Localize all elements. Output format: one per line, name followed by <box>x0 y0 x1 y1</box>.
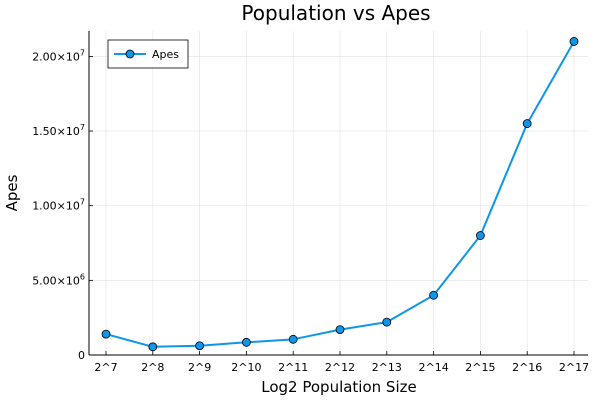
x-tick-label: 2^10 <box>231 361 261 374</box>
data-point <box>429 290 439 300</box>
x-tick-label: 2^14 <box>418 361 448 374</box>
x-tick-label: 2^13 <box>372 361 402 374</box>
data-point <box>241 337 251 347</box>
x-tick-label: 2^17 <box>559 361 589 374</box>
x-tick-label: 2^8 <box>141 361 164 374</box>
data-point <box>569 37 579 46</box>
x-tick-label: 2^11 <box>278 361 308 374</box>
data-point <box>522 119 532 128</box>
y-tick-label: 1.00×107 <box>32 198 85 213</box>
legend: Apes <box>107 39 189 69</box>
data-point <box>195 341 205 351</box>
x-tick-label: 2^12 <box>325 361 355 374</box>
y-tick-label: 0 <box>78 349 85 362</box>
legend-marker-swatch <box>125 49 135 59</box>
x-tick-label: 2^16 <box>512 361 542 374</box>
y-tick-label: 5.00×106 <box>32 272 85 287</box>
y-axis-label: Apes <box>3 174 21 211</box>
data-point <box>101 329 111 339</box>
data-point <box>382 317 392 327</box>
x-tick-label: 2^9 <box>188 361 211 374</box>
data-point <box>288 334 298 344</box>
grid-lines <box>89 31 588 356</box>
axes <box>88 31 588 356</box>
data-point <box>475 231 485 240</box>
chart-title: Population vs Apes <box>241 1 430 25</box>
data-point <box>335 325 345 335</box>
x-tick-label: 2^15 <box>465 361 495 374</box>
legend-label: Apes <box>152 48 179 61</box>
x-tick-label: 2^7 <box>94 361 117 374</box>
y-tick-label: 1.50×107 <box>32 123 85 138</box>
series-layer <box>101 37 579 352</box>
tick-labels: 2^7 2^8 2^9 2^10 2^11 2^12 2^13 2^14 2^15 2^16 2^1… <box>32 48 589 374</box>
y-tick-label: 2.00×107 <box>32 48 85 63</box>
data-point <box>148 342 158 352</box>
x-axis-label: Log2 Population Size <box>261 378 416 396</box>
